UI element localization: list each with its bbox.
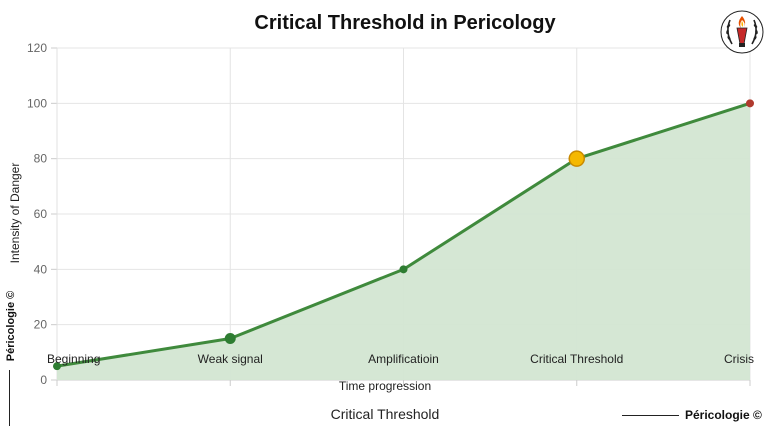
x-tick-label: Crisis: [724, 352, 754, 366]
y-tick-label: 120: [27, 41, 47, 55]
data-point: [224, 333, 236, 344]
y-tick-label: 60: [34, 207, 48, 221]
brand-divider-left: [9, 370, 10, 426]
y-tick-label: 80: [34, 152, 48, 166]
y-tick-label: 0: [40, 373, 47, 387]
y-tick-label: 100: [27, 96, 47, 110]
brand-right: Péricologie ©: [685, 408, 762, 422]
chart-title: Critical Threshold in Pericology: [254, 12, 556, 34]
y-axis-ticks: 0 20 40 60 80 100 120: [27, 41, 47, 387]
x-tick-label: Beginning: [47, 352, 100, 366]
data-points: [53, 99, 754, 371]
torch-laurel-logo-icon: [720, 10, 764, 54]
data-point: [568, 150, 585, 167]
brand-left: Péricologie ©: [5, 290, 17, 362]
data-point: [53, 362, 61, 371]
y-axis-label: Intensity of Danger: [8, 162, 22, 264]
area-fill: [57, 103, 750, 380]
y-tick-label: 20: [34, 318, 48, 332]
brand-divider-right: [622, 415, 679, 416]
x-axis-ticks: Beginning Weak signal Amplificatioin Critic…: [47, 352, 754, 366]
x-axis-label: Time progression: [338, 379, 432, 393]
x-tick-label: Critical Threshold: [530, 352, 623, 366]
data-point: [746, 99, 754, 108]
y-tick-label: 40: [34, 262, 48, 276]
footer-caption: Critical Threshold: [330, 406, 440, 422]
x-tick-label: Weak signal: [198, 352, 263, 366]
x-tick-label: Amplificatioin: [368, 352, 439, 366]
data-point: [399, 265, 408, 274]
